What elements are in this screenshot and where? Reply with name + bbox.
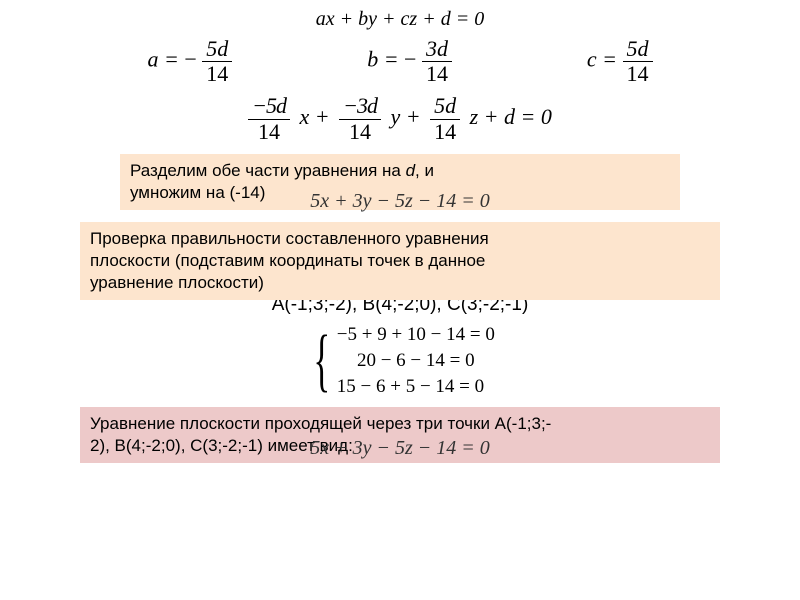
page-root: ax + by + cz + d = 0 a = − 5d 14 b = − 3… (0, 0, 800, 600)
box1-line2: умножим на (-14) (130, 182, 670, 204)
b-label: b = (367, 47, 398, 72)
note-box-check: Проверка правильности составленного урав… (80, 222, 720, 300)
a-minus: − (184, 47, 196, 72)
box1-d-italic: d (406, 161, 415, 180)
term3-frac: 5d 14 (430, 94, 460, 143)
term1-num: −5d (248, 94, 290, 119)
c-label: c = (587, 47, 617, 72)
term2-den: 14 (339, 120, 381, 144)
term2-var: y + (390, 104, 420, 129)
box1-text1: Разделим обе части уравнения на (130, 161, 406, 180)
check-line3: 15 − 6 + 5 − 14 = 0 (337, 374, 495, 400)
term3-num: 5d (430, 94, 460, 119)
c-den: 14 (623, 62, 653, 86)
box3-line1: Уравнение плоскости проходящей через три… (90, 413, 710, 435)
coef-b: b = − 3d 14 (367, 37, 452, 86)
curly-brace-icon: { (314, 326, 331, 396)
box1-line1: Разделим обе части уравнения на d, и (130, 160, 670, 182)
coef-c: c = 5d 14 (587, 37, 653, 86)
box3-line2: 2), B(4;-2;0), C(3;-2;-1) имеет вид: (90, 435, 710, 457)
c-frac: 5d 14 (623, 37, 653, 86)
term1-den: 14 (248, 120, 290, 144)
equation-substituted: −5d 14 x + −3d 14 y + 5d 14 z + d = 0 (80, 94, 720, 143)
check-line2: 20 − 6 − 14 = 0 (337, 348, 495, 374)
term3-rest: z + d = 0 (470, 104, 552, 129)
check-lines: −5 + 9 + 10 − 14 = 0 20 − 6 − 14 = 0 15 … (337, 322, 495, 399)
check-system: { −5 + 9 + 10 − 14 = 0 20 − 6 − 14 = 0 1… (80, 322, 720, 399)
term2-num: −3d (339, 94, 381, 119)
check-line1: −5 + 9 + 10 − 14 = 0 (337, 322, 495, 348)
note-box-result: Уравнение плоскости проходящей через три… (80, 407, 720, 463)
term3-den: 14 (430, 120, 460, 144)
a-frac: 5d 14 (202, 37, 232, 86)
box2-line3: уравнение плоскости) (90, 272, 710, 294)
box1-text1b: , и (415, 161, 434, 180)
b-frac: 3d 14 (422, 37, 452, 86)
a-label: a = (147, 47, 178, 72)
term2-frac: −3d 14 (339, 94, 381, 143)
coef-a: a = − 5d 14 (147, 37, 232, 86)
b-den: 14 (422, 62, 452, 86)
a-den: 14 (202, 62, 232, 86)
term1-var: x + (299, 104, 329, 129)
note-box-divide: Разделим обе части уравнения на d, и умн… (120, 154, 680, 210)
equation-general: ax + by + cz + d = 0 (80, 8, 720, 31)
term1-frac: −5d 14 (248, 94, 290, 143)
box2-line1: Проверка правильности составленного урав… (90, 228, 710, 250)
eq-general-text: ax + by + cz + d = 0 (316, 8, 484, 30)
abc-row: a = − 5d 14 b = − 3d 14 c = 5d 14 (80, 37, 720, 86)
c-num: 5d (623, 37, 653, 62)
a-num: 5d (202, 37, 232, 62)
box2-line2: плоскости (подставим координаты точек в … (90, 250, 710, 272)
b-minus: − (404, 47, 416, 72)
b-num: 3d (422, 37, 452, 62)
